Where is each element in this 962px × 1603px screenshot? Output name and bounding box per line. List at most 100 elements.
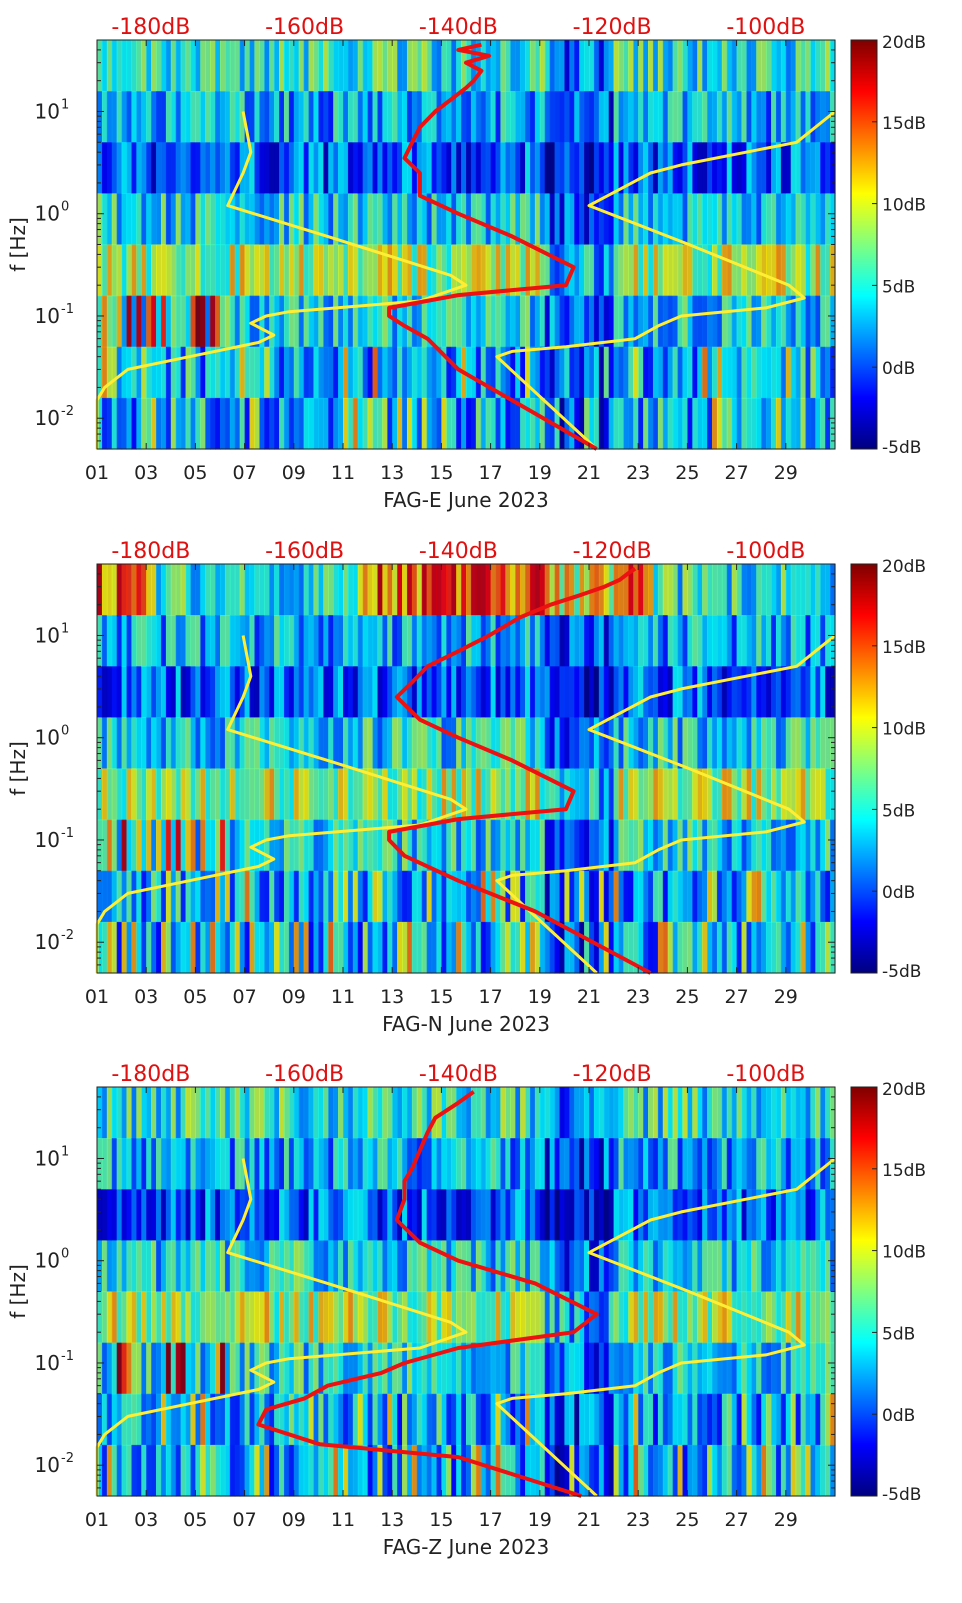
x-tick-label: 13	[380, 1509, 404, 1531]
y-tick-exponent: 0	[61, 1247, 69, 1262]
x-tick-label: 11	[331, 1509, 355, 1531]
colorbar-tick-label: 15dB	[882, 114, 926, 134]
x-tick-label: 05	[183, 1509, 207, 1531]
x-tick-label: 19	[528, 986, 552, 1008]
colorbar	[850, 563, 878, 974]
colorbar-tick-label: 0dB	[882, 1406, 915, 1426]
top-db-label: -180dB	[111, 539, 190, 564]
x-tick-label: 09	[282, 986, 306, 1008]
y-tick-label: 10	[35, 99, 60, 123]
colorbar-tick-label: 20dB	[882, 33, 926, 53]
top-db-label: -160dB	[265, 1062, 344, 1087]
colorbar-tick-label: 10dB	[882, 720, 926, 740]
y-axis-label: f [Hz]	[6, 741, 30, 796]
y-tick-exponent: -1	[61, 1349, 74, 1364]
x-tick-label: 03	[134, 462, 158, 484]
y-tick-exponent: 1	[61, 97, 69, 112]
top-db-label: -120dB	[573, 15, 652, 40]
colorbar-tick-label: 10dB	[882, 196, 926, 216]
yellow-curve-1	[95, 635, 468, 973]
spectrogram-image	[97, 40, 836, 450]
x-axis-label: FAG-E June 2023	[383, 488, 549, 512]
y-tick-exponent: 0	[61, 200, 69, 215]
x-tick-label: 05	[183, 462, 207, 484]
y-axis-label: f [Hz]	[6, 1264, 30, 1319]
top-db-label: -160dB	[265, 539, 344, 564]
x-tick-label: 17	[479, 462, 503, 484]
x-tick-label: 25	[675, 462, 699, 484]
colorbar	[850, 39, 878, 450]
x-tick-label: 27	[725, 1509, 749, 1531]
x-tick-label: 05	[183, 986, 207, 1008]
x-tick-label: 01	[85, 986, 109, 1008]
y-tick-label: 10	[35, 406, 60, 430]
y-tick-label: 10	[35, 1453, 60, 1477]
top-db-label: -180dB	[111, 1062, 190, 1087]
colorbar-tick-label: 0dB	[882, 359, 915, 379]
x-tick-label: 29	[774, 462, 798, 484]
x-tick-label: 19	[528, 462, 552, 484]
colorbar-tick-label: -5dB	[882, 962, 921, 982]
y-tick-label: 10	[35, 828, 60, 852]
panel-2: 01 03 05 07 09 11 13 15 17 19 21 23 25 27 2910-210-110…	[6, 539, 926, 1036]
yellow-curve-1	[95, 1158, 468, 1496]
colorbar-tick-label: 20dB	[882, 557, 926, 577]
colorbar-tick-label: 15dB	[882, 1161, 926, 1181]
top-db-label: -100dB	[726, 15, 805, 40]
colorbar-tick-label: 5dB	[882, 1324, 915, 1344]
x-tick-label: 15	[429, 986, 453, 1008]
x-tick-label: 23	[626, 1509, 650, 1531]
x-tick-label: 13	[380, 986, 404, 1008]
colorbar	[850, 1086, 878, 1497]
yellow-curve-2	[495, 634, 836, 975]
y-tick-label: 10	[35, 1351, 60, 1375]
colorbar-tick-label: 15dB	[882, 638, 926, 658]
top-db-label: -180dB	[111, 15, 190, 40]
x-tick-label: 09	[282, 1509, 306, 1531]
colorbar-tick-label: 5dB	[882, 801, 915, 821]
top-db-label: -140dB	[419, 15, 498, 40]
spectrogram-image	[97, 1087, 836, 1497]
top-db-label: -140dB	[419, 1062, 498, 1087]
y-tick-label: 10	[35, 1146, 60, 1170]
colorbar-tick-label: -5dB	[882, 1485, 921, 1505]
y-tick-exponent: 1	[61, 621, 69, 636]
x-tick-label: 29	[774, 986, 798, 1008]
y-tick-exponent: 1	[61, 1144, 69, 1159]
colorbar-tick-label: 10dB	[882, 1243, 926, 1263]
y-tick-label: 10	[35, 304, 60, 328]
top-db-label: -160dB	[265, 15, 344, 40]
x-tick-label: 23	[626, 986, 650, 1008]
x-tick-label: 07	[233, 986, 257, 1008]
x-tick-label: 11	[331, 462, 355, 484]
y-tick-label: 10	[35, 623, 60, 647]
y-tick-exponent: -1	[61, 826, 74, 841]
yellow-curve-2	[495, 110, 836, 451]
x-tick-label: 25	[675, 986, 699, 1008]
x-tick-label: 21	[577, 462, 601, 484]
top-db-label: -120dB	[573, 539, 652, 564]
x-tick-label: 27	[725, 986, 749, 1008]
y-tick-label: 10	[35, 1249, 60, 1273]
red-curve-3	[256, 1090, 599, 1498]
yellow-curve-2	[495, 1157, 836, 1498]
y-axis-label: f [Hz]	[6, 217, 30, 272]
colorbar-tick-label: 20dB	[882, 1080, 926, 1100]
y-tick-exponent: -2	[61, 928, 74, 943]
x-tick-label: 17	[479, 1509, 503, 1531]
x-tick-label: 01	[85, 1509, 109, 1531]
x-tick-label: 03	[134, 1509, 158, 1531]
x-tick-label: 19	[528, 1509, 552, 1531]
x-tick-label: 07	[233, 462, 257, 484]
x-tick-label: 07	[233, 1509, 257, 1531]
colorbar-tick-label: -5dB	[882, 438, 921, 458]
top-db-label: -120dB	[573, 1062, 652, 1087]
y-tick-exponent: -1	[61, 302, 74, 317]
y-tick-label: 10	[35, 726, 60, 750]
x-tick-label: 25	[675, 1509, 699, 1531]
panel-1: 01 03 05 07 09 11 13 15 17 19 21 23 25 27 2910-210-110…	[6, 15, 926, 512]
yellow-curve-1	[95, 111, 468, 449]
spectrogram-image	[97, 564, 836, 974]
y-tick-label: 10	[35, 202, 60, 226]
